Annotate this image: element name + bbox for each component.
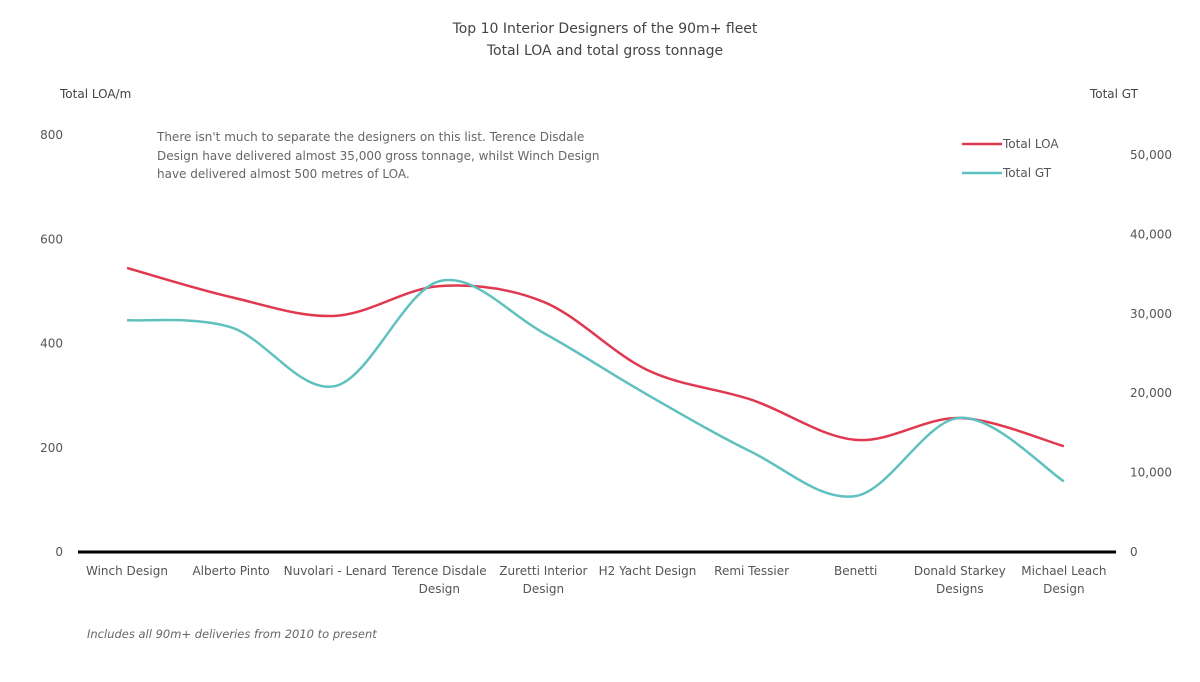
annotation-line: There isn't much to separate the designe… xyxy=(156,130,584,144)
y2-axis-label: Total GT xyxy=(1089,87,1139,101)
legend-label: Total LOA xyxy=(1002,137,1059,151)
annotation-line: have delivered almost 500 metres of LOA. xyxy=(157,167,410,181)
y-tick-label: 600 xyxy=(40,232,63,246)
x-tick-label: Benetti xyxy=(834,564,877,578)
chart-subtitle: Total LOA and total gross tonnage xyxy=(486,43,723,59)
y2-tick-label: 10,000 xyxy=(1130,466,1172,480)
y2-tick-label: 20,000 xyxy=(1130,386,1172,400)
x-tick-label: H2 Yacht Design xyxy=(599,564,697,578)
y-tick-label: 800 xyxy=(40,128,63,142)
y-tick-label: 400 xyxy=(40,337,63,351)
series-line-total-gt xyxy=(126,278,1065,498)
x-tick-label: Design xyxy=(1043,582,1084,596)
legend-label: Total GT xyxy=(1002,166,1052,180)
legend: Total LOA Total GT xyxy=(962,137,1059,180)
x-tick-label: Terence Disdale xyxy=(391,564,487,578)
footnote: Includes all 90m+ deliveries from 2010 t… xyxy=(87,627,377,641)
x-tick-label: Remi Tessier xyxy=(714,564,789,578)
y-axis-label: Total LOA/m xyxy=(59,87,131,101)
annotation-line: Design have delivered almost 35,000 gros… xyxy=(157,149,599,163)
x-tick-label: Designs xyxy=(936,582,984,596)
y-tick-label: 200 xyxy=(40,441,63,455)
x-tick-label: Nuvolari - Lenard xyxy=(284,564,387,578)
x-tick-label: Michael Leach xyxy=(1021,564,1106,578)
x-tick-label: Alberto Pinto xyxy=(192,564,269,578)
x-tick-label: Donald Starkey xyxy=(914,564,1006,578)
y2-tick-label: 30,000 xyxy=(1130,307,1172,321)
y2-tick-label: 40,000 xyxy=(1130,227,1172,241)
chart-title: Top 10 Interior Designers of the 90m+ fl… xyxy=(452,21,758,37)
series-line-total-loa xyxy=(126,266,1065,448)
y2-tick-label: 50,000 xyxy=(1130,148,1172,162)
x-tick-label: Zuretti Interior xyxy=(499,564,587,578)
y-tick-label: 0 xyxy=(55,545,63,559)
x-tick-label: Design xyxy=(523,582,564,596)
y2-tick-label: 0 xyxy=(1130,545,1138,559)
x-tick-label: Design xyxy=(419,582,460,596)
x-tick-label: Winch Design xyxy=(86,564,168,578)
